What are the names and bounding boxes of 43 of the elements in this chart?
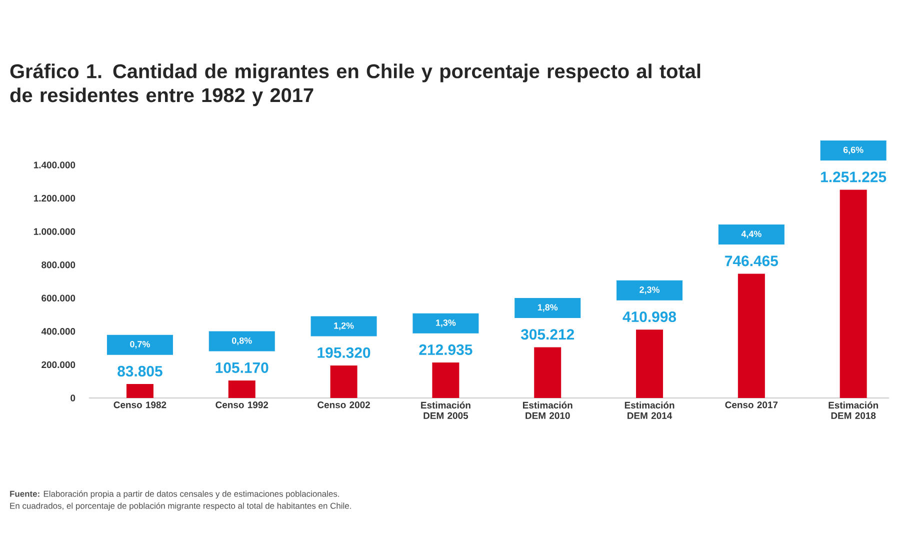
data-label: 83.805: [118, 366, 162, 377]
x-tick-label: Censo 1992: [216, 402, 268, 408]
x-tick-label: Censo 2002: [318, 402, 370, 408]
data-label: 305.212: [520, 329, 574, 340]
y-tick-label: 800.000: [42, 261, 76, 268]
text: Fuente: Elaboración propia a partir de datos censales y de estimaciones poblacionales.: [10, 490, 339, 498]
x-tick-label: Censo 1982: [114, 402, 166, 408]
annotation: 1,8%: [538, 304, 558, 312]
y-tick-label: 200.000: [42, 361, 76, 368]
y-tick-label: 1.400.000: [34, 162, 76, 168]
bar: [738, 274, 765, 398]
y-tick-label: 600.000: [42, 294, 76, 302]
x-tick-label: Estimación DEM 2018: [828, 402, 878, 419]
bar: [840, 190, 867, 398]
y-tick-label: 0: [70, 394, 76, 402]
bar: [432, 362, 460, 398]
data-label: 746.465: [725, 256, 778, 266]
annotation: 0,7%: [130, 341, 150, 349]
data-label: 105.170: [216, 362, 268, 373]
bar: [636, 330, 664, 398]
annotation: 1,3%: [436, 320, 456, 328]
data-label: 212.935: [419, 344, 472, 356]
text: 6,6%: [843, 146, 864, 154]
y-tick-label: 1.200.000: [34, 194, 76, 202]
y-tick-label: 400.000: [41, 328, 76, 335]
x-tick-label: Estimación DEM 2014: [624, 402, 674, 419]
data-label: 410.998: [622, 311, 676, 322]
annotation: 2,3%: [640, 286, 660, 294]
bar: [330, 365, 358, 398]
text: En cuadrados, el porcentaje de población migrante respecto al total de habitantes en Chile.: [10, 502, 351, 510]
x-tick-label: Censo 2017: [725, 402, 778, 408]
bar: [126, 384, 154, 398]
annotation: 0,8%: [232, 337, 252, 346]
annotation: 1,2%: [334, 322, 354, 330]
data-label: 195.320: [318, 347, 370, 358]
x-tick-label: Estimación DEM 2010: [523, 402, 572, 419]
data-label: 1.251.225: [821, 172, 886, 182]
chart-title: Gráfico 1. Cantidad de migrantes en Chile y porcentaje respecto al total de residentes entre 1982 y 2017: [10, 64, 700, 106]
bar: [534, 347, 562, 398]
bar: [228, 380, 256, 398]
y-tick-label: 1.000.000: [34, 228, 76, 235]
annotation: 4,4%: [741, 230, 762, 238]
x-tick-label: Estimación DEM 2005: [421, 402, 470, 419]
